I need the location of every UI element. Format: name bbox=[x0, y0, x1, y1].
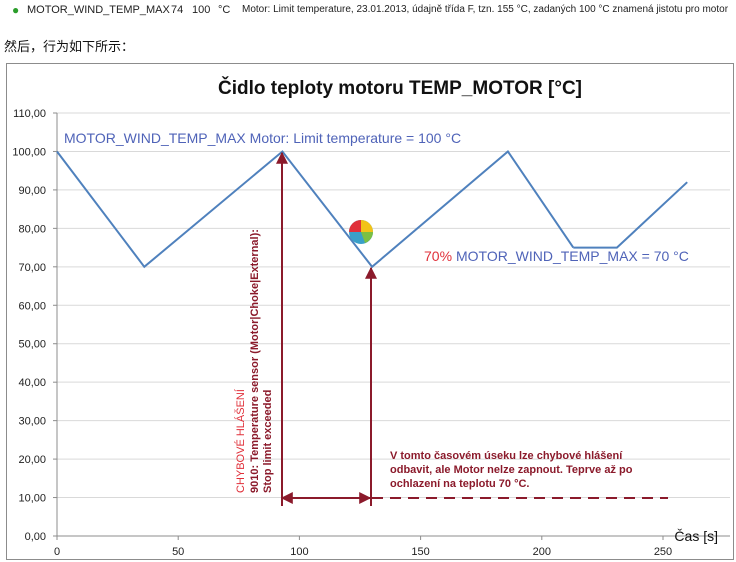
x-tick-label: 150 bbox=[411, 546, 429, 558]
parameter-name: MOTOR_WIND_TEMP_MAX bbox=[27, 4, 170, 16]
y-tick-label: 10,00 bbox=[18, 493, 46, 505]
y-tick-label: 80,00 bbox=[18, 223, 46, 235]
note-line-2: odbavit, ale Motor nelze zapnout. Teprve… bbox=[390, 464, 633, 476]
y-tick-label: 0,00 bbox=[25, 531, 46, 543]
parameter-description: Motor: Limit temperature, 23.01.2013, úd… bbox=[242, 4, 729, 15]
parameter-row: ● MOTOR_WIND_TEMP_MAX 74 100 °C Motor: L… bbox=[0, 0, 736, 20]
y-tick-label: 20,00 bbox=[18, 454, 46, 466]
max-limit-label: MOTOR_WIND_TEMP_MAX Motor: Limit tempera… bbox=[64, 130, 461, 146]
chart-frame bbox=[6, 63, 734, 560]
x-tick-label: 50 bbox=[172, 546, 184, 558]
green-dot-icon: ● bbox=[12, 3, 20, 17]
x-tick-label: 100 bbox=[290, 546, 308, 558]
x-tick-label: 250 bbox=[654, 546, 672, 558]
x-tick-label: 200 bbox=[533, 546, 551, 558]
axes bbox=[56, 113, 730, 540]
intro-text: 然后，行为如下所示： bbox=[4, 40, 135, 55]
y-tick-label: 60,00 bbox=[18, 300, 46, 312]
y-tick-label: 50,00 bbox=[18, 339, 46, 351]
note-line-1: V tomto časovém úseku lze chybové hlášen… bbox=[390, 450, 623, 462]
error-code-text: 9010: Temperature sensor (Motor|Choke|Ex… bbox=[249, 229, 261, 493]
y-tick-label: 70,00 bbox=[18, 262, 46, 274]
y-tick-label: 100,00 bbox=[12, 146, 46, 158]
x-tick-labels: 0 50 100 150 200 250 bbox=[54, 546, 672, 558]
x-axis-label: Čas [s] bbox=[674, 528, 718, 544]
pie-chart-icon bbox=[349, 220, 373, 244]
y-tick-labels: 0,00 10,00 20,00 30,00 40,00 50,00 60,00 70,00 8… bbox=[12, 108, 46, 543]
series-segment bbox=[573, 181, 688, 249]
x-tick-label: 0 bbox=[54, 546, 60, 558]
error-title: CHYBOVÉ HLÁŠENÍ bbox=[234, 388, 247, 493]
y-tick-label: 30,00 bbox=[18, 416, 46, 428]
gridlines bbox=[53, 112, 730, 537]
y-tick-label: 90,00 bbox=[18, 185, 46, 197]
series-segment bbox=[56, 150, 575, 269]
y-tick-label: 110,00 bbox=[13, 108, 46, 120]
parameter-value: 100 bbox=[192, 4, 211, 16]
series-line bbox=[56, 150, 688, 269]
restart-limit-label: MOTOR_WIND_TEMP_MAX = 70 °C bbox=[456, 248, 689, 264]
note-line-3: ochlazení na teplotu 70 °C. bbox=[390, 478, 529, 490]
chart-title: Čidlo teploty motoru TEMP_MOTOR [°C] bbox=[218, 77, 582, 99]
parameter-id: 74 bbox=[171, 4, 184, 16]
error-detail-text: Stop limit exceeded bbox=[262, 390, 274, 493]
parameter-unit: °C bbox=[218, 4, 231, 16]
y-tick-label: 40,00 bbox=[18, 377, 46, 389]
pct-label: 70% bbox=[424, 248, 452, 264]
